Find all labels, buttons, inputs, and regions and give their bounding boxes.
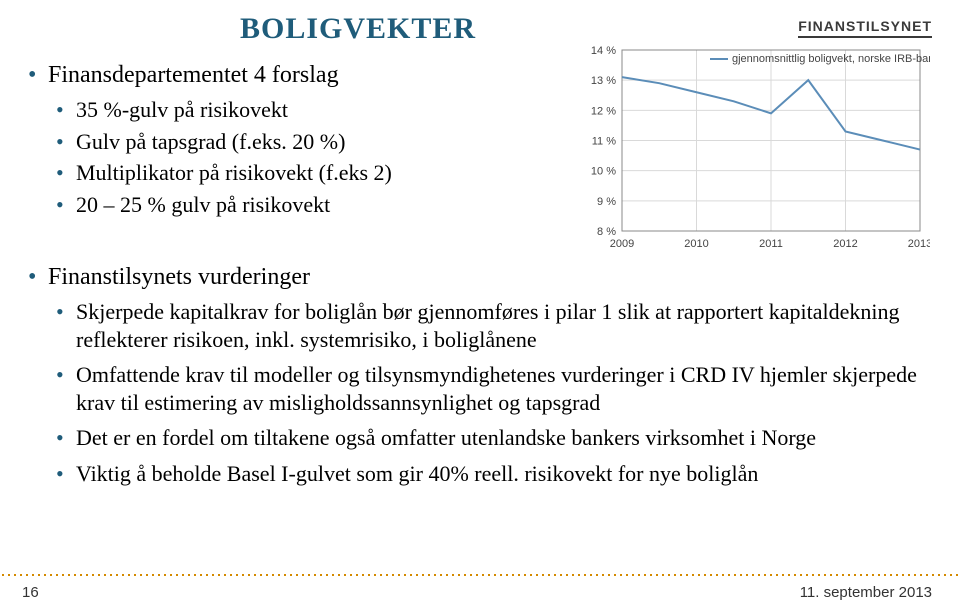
footer-page: 16 xyxy=(22,584,39,601)
section2-item: Skjerpede kapitalkrav for boliglån bør g… xyxy=(56,298,928,353)
svg-text:2010: 2010 xyxy=(684,238,708,250)
svg-text:9 %: 9 % xyxy=(597,196,616,208)
svg-text:11 %: 11 % xyxy=(592,136,616,148)
svg-text:2011: 2011 xyxy=(759,238,783,250)
svg-text:13 %: 13 % xyxy=(591,75,616,87)
content-lower: Finanstilsynets vurderinger Skjerpede ka… xyxy=(28,262,928,495)
section2-item: Omfattende krav til modeller og tilsynsm… xyxy=(56,361,928,416)
svg-text:2012: 2012 xyxy=(833,238,857,250)
section2-item: Viktig å beholde Basel I-gulvet som gir … xyxy=(56,460,928,488)
title-text: BOLIGVEKTER xyxy=(240,12,476,45)
line-chart: 8 % 9 % 10 % 11 % 12 % 13 % 14 % 2009 2010 2011 20… xyxy=(580,40,930,255)
page-title: BOLIGVEKTER xyxy=(240,12,476,46)
section1-item: Multiplikator på risikovekt (f.eks 2) xyxy=(56,159,568,187)
footer-date: 11. september 2013 xyxy=(800,584,932,601)
svg-text:2009: 2009 xyxy=(610,238,634,250)
section1-heading: Finansdepartementet 4 forslag xyxy=(28,60,568,90)
svg-text:10 %: 10 % xyxy=(591,166,616,178)
section1-item: 35 %-gulv på risikovekt xyxy=(56,96,568,124)
svg-text:12 %: 12 % xyxy=(591,105,616,117)
svg-text:2013: 2013 xyxy=(908,238,930,250)
section2-item: Det er en fordel om tiltakene også omfat… xyxy=(56,424,928,452)
footer-divider xyxy=(0,573,960,577)
svg-text:8 %: 8 % xyxy=(597,226,616,238)
svg-text:14 %: 14 % xyxy=(591,45,616,57)
logo-main: FINANSTILSYNET xyxy=(798,18,932,38)
section1-item: 20 – 25 % gulv på risikovekt xyxy=(56,191,568,219)
content-upper: Finansdepartementet 4 forslag 35 %-gulv … xyxy=(28,60,568,222)
section2-heading: Finanstilsynets vurderinger xyxy=(28,262,928,292)
section1-item: Gulv på tapsgrad (f.eks. 20 %) xyxy=(56,128,568,156)
svg-text:gjennomsnittlig boligvekt, nor: gjennomsnittlig boligvekt, norske IRB-ba… xyxy=(732,53,930,65)
